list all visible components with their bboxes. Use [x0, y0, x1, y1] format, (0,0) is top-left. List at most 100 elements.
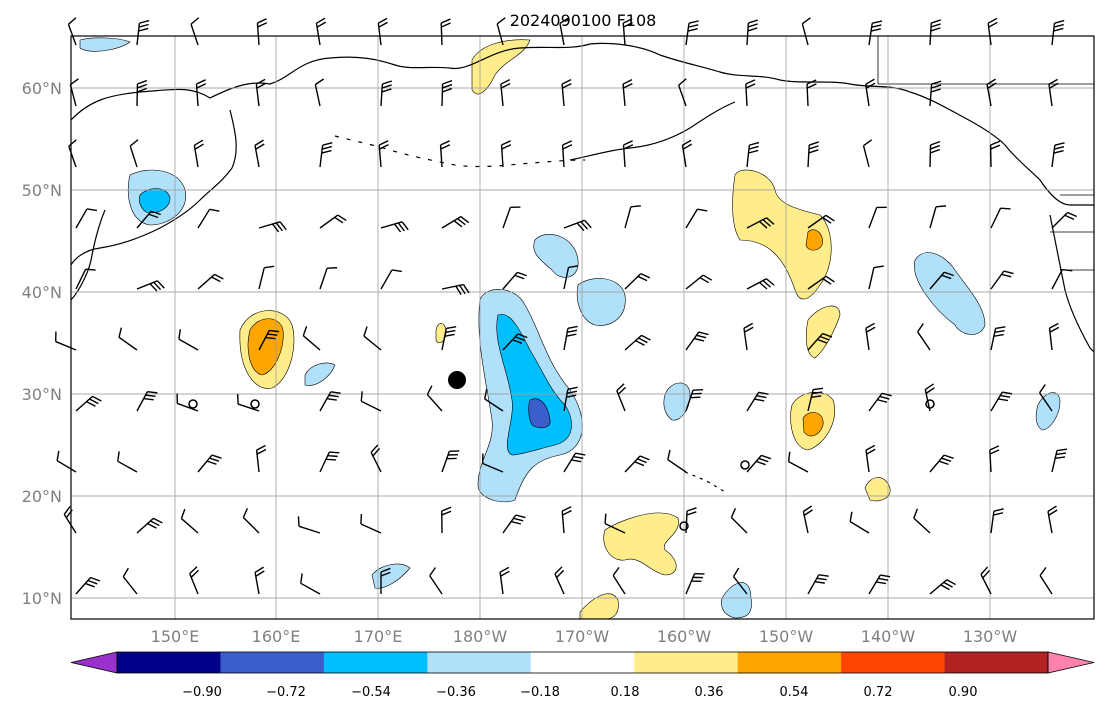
wind-barb: [732, 567, 748, 595]
lon-label: 170°W: [555, 627, 610, 646]
wind-barb: [258, 221, 287, 233]
colorbar-segment: [944, 652, 1049, 673]
colorbar-segment: [634, 652, 739, 673]
calm-wind-marker: [925, 399, 935, 409]
wind-barb: [990, 508, 1004, 534]
wind-barb: [929, 19, 942, 46]
wind-barb: [624, 273, 651, 290]
wind-barb: [180, 508, 199, 534]
positive-region-west-core: [247, 318, 284, 376]
negative-region-small-b: [576, 278, 626, 326]
positive-region-small-a: [864, 477, 891, 502]
wind-barb: [807, 214, 835, 229]
wind-barb: [136, 280, 165, 292]
wind-barb: [319, 267, 338, 290]
wind-barb: [746, 454, 772, 473]
wind-barb: [554, 566, 565, 595]
wind-barb: [68, 139, 77, 168]
wind-barb: [849, 511, 870, 534]
wind-barb: [681, 139, 693, 168]
colorbar-tick-label: −0.18: [520, 685, 560, 700]
wind-barb: [868, 206, 887, 229]
wind-barb: [380, 269, 402, 290]
wind-barb: [439, 140, 451, 168]
wind-barb: [189, 566, 199, 595]
negative-region-central-mid: [496, 313, 572, 456]
wind-barb: [315, 17, 327, 46]
negative-region-east: [914, 252, 986, 335]
wind-barb: [378, 140, 389, 168]
wind-barb: [254, 566, 265, 595]
wind-barb: [990, 270, 1014, 290]
colorbar-extend-low: [70, 651, 118, 674]
wind-barb: [242, 508, 260, 534]
wind-barb: [563, 386, 578, 412]
wind-barb: [622, 140, 634, 168]
wind-barb: [990, 391, 1013, 412]
wind-barb: [496, 17, 506, 46]
colorbar-segments: [70, 651, 1095, 674]
wind-barb: [500, 140, 512, 168]
coastline-alaska-peninsula: [569, 101, 736, 161]
colorbar-tick-label: −0.54: [351, 685, 391, 700]
wind-barb: [561, 79, 572, 107]
wind-barb: [929, 454, 954, 473]
negative-region-northwest-core: [138, 188, 171, 213]
wind-barb: [122, 567, 138, 595]
coastline-kamchatka: [70, 109, 237, 266]
wind-barb: [685, 20, 699, 46]
wind-barb: [426, 385, 443, 412]
wind-barb: [1051, 211, 1078, 229]
wind-barb: [195, 79, 207, 107]
lon-label: 150°E: [151, 627, 200, 646]
coastline-siberia-alaska: [70, 42, 1094, 206]
wind-barb: [989, 140, 1001, 168]
wind-barb: [502, 271, 528, 290]
shaded-fields: [79, 37, 1061, 620]
wind-barb: [319, 391, 341, 412]
wind-barb: [868, 574, 891, 595]
wind-barb: [746, 19, 759, 46]
wind-barb: [917, 323, 931, 351]
wind-barb: [502, 333, 528, 351]
wind-barb: [865, 322, 876, 351]
wind-barb: [136, 210, 161, 229]
coastlines: [70, 36, 1095, 493]
wind-barb: [807, 387, 824, 412]
wind-barb: [370, 444, 382, 473]
wind-barb: [865, 78, 876, 107]
wind-barb: [730, 508, 748, 534]
wind-barb: [54, 331, 77, 351]
wind-barb: [441, 450, 460, 473]
wind-barb: [75, 268, 96, 290]
colorbar-segment: [841, 652, 946, 673]
wind-barb: [1051, 19, 1065, 46]
lon-label: 130°W: [963, 627, 1018, 646]
wind-barb: [1048, 78, 1059, 107]
map-panel: [54, 17, 1095, 620]
wind-barb: [990, 207, 1011, 229]
longitude-labels: 150°E 160°E 170°E 180°W 170°W 160°W 150°…: [151, 627, 1018, 646]
wind-barb: [807, 141, 819, 168]
wind-barb: [980, 566, 992, 595]
wind-barb: [319, 451, 340, 473]
colorbar-tick-label: 0.54: [780, 685, 809, 700]
colorbar-tick-label: −0.90: [182, 685, 222, 700]
wind-barb: [667, 449, 687, 473]
coastline-na-west: [1049, 214, 1095, 353]
borders: [877, 36, 1094, 271]
lon-label: 150°W: [759, 627, 814, 646]
wind-barb: [563, 219, 592, 232]
wind-barb: [136, 517, 163, 534]
wind-barb: [868, 20, 883, 46]
wind-barb: [612, 566, 626, 595]
wind-barb: [1051, 268, 1073, 290]
calm-wind-marker: [679, 521, 689, 531]
colorbar-frame: [116, 651, 1049, 674]
colorbar-tick-label: −0.72: [266, 685, 306, 700]
wind-barb: [561, 140, 573, 168]
wind-barb: [990, 326, 1006, 351]
negative-region-small-g: [721, 582, 752, 619]
aleutian-chain: [334, 135, 586, 168]
